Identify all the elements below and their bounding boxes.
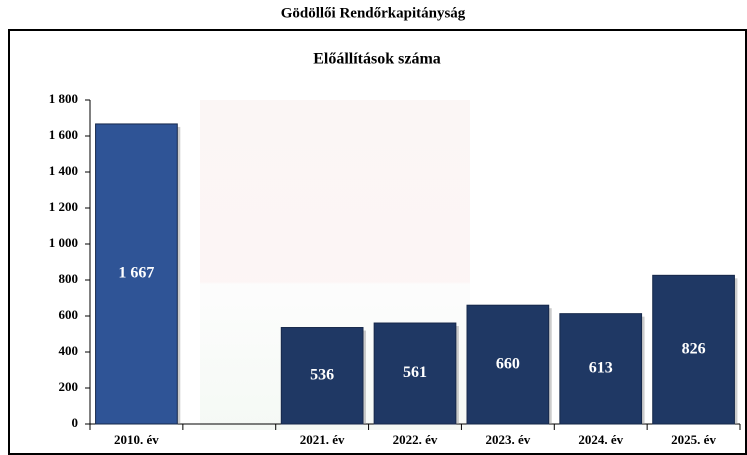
bar: [280, 327, 364, 425]
bar: [373, 322, 457, 425]
x-tick-label: 2023. év: [485, 432, 530, 447]
bar: [466, 304, 550, 425]
y-tick-label: 400: [59, 343, 79, 358]
value-label: 1 667: [118, 265, 154, 282]
value-label: 561: [403, 364, 427, 381]
chart-subtitle: Előállítások száma: [313, 51, 441, 68]
bar: [652, 274, 735, 425]
value-label: 613: [589, 360, 613, 377]
x-tick-label: 2022. év: [393, 432, 438, 447]
y-tick-label: 1 200: [49, 199, 78, 214]
x-tick-label: 2021. év: [300, 432, 345, 447]
bar: [559, 313, 643, 425]
y-tick-label: 1 800: [49, 91, 78, 106]
y-tick-label: 1 400: [49, 163, 78, 178]
y-tick-label: 600: [59, 307, 79, 322]
y-tick-label: 1 600: [49, 127, 78, 142]
x-tick-label: 2024. év: [578, 432, 623, 447]
y-tick-label: 200: [59, 379, 79, 394]
x-tick-label: 2010. év: [114, 432, 159, 447]
chart-title: Gödöllői Rendőrkapitányság: [281, 5, 466, 21]
value-label: 826: [682, 340, 706, 357]
y-tick-label: 0: [72, 415, 79, 430]
value-label: 660: [496, 355, 520, 372]
bar: [95, 123, 178, 425]
y-tick-label: 1 000: [49, 235, 78, 250]
value-label: 536: [310, 366, 334, 383]
x-tick-label: 2025. év: [671, 432, 716, 447]
y-tick-label: 800: [59, 271, 79, 286]
